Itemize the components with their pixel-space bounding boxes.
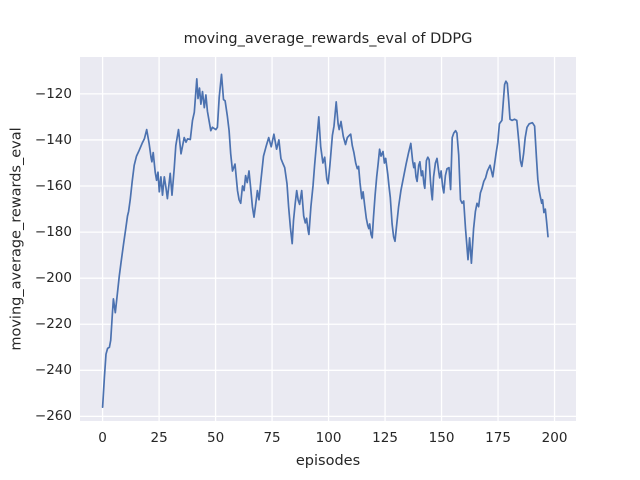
x-tick-label: 0 bbox=[98, 430, 107, 446]
y-tick-label: −220 bbox=[34, 316, 72, 333]
x-axis-label: episodes bbox=[295, 453, 361, 469]
y-tick-label: −260 bbox=[34, 408, 72, 425]
x-tick-label: 100 bbox=[315, 430, 342, 446]
reward-line bbox=[101, 73, 549, 409]
x-tick-label: 50 bbox=[206, 430, 225, 446]
y-tick-label: −120 bbox=[34, 85, 72, 102]
y-tick-label: −160 bbox=[34, 178, 72, 194]
chart-title: moving_average_rewards_eval of DDPG bbox=[183, 31, 473, 47]
y-tick-label: −200 bbox=[34, 270, 72, 287]
x-tick-label: 175 bbox=[485, 430, 511, 446]
x-tick-label: 125 bbox=[372, 430, 398, 446]
x-tick-label: 150 bbox=[428, 430, 455, 446]
x-tick-label: 200 bbox=[541, 430, 568, 446]
x-tick-label: 25 bbox=[150, 430, 168, 446]
y-tick-label: −140 bbox=[34, 131, 72, 148]
x-tick-label: 75 bbox=[263, 430, 281, 446]
y-tick-label: −180 bbox=[34, 224, 72, 241]
y-tick-label: −240 bbox=[34, 362, 72, 379]
